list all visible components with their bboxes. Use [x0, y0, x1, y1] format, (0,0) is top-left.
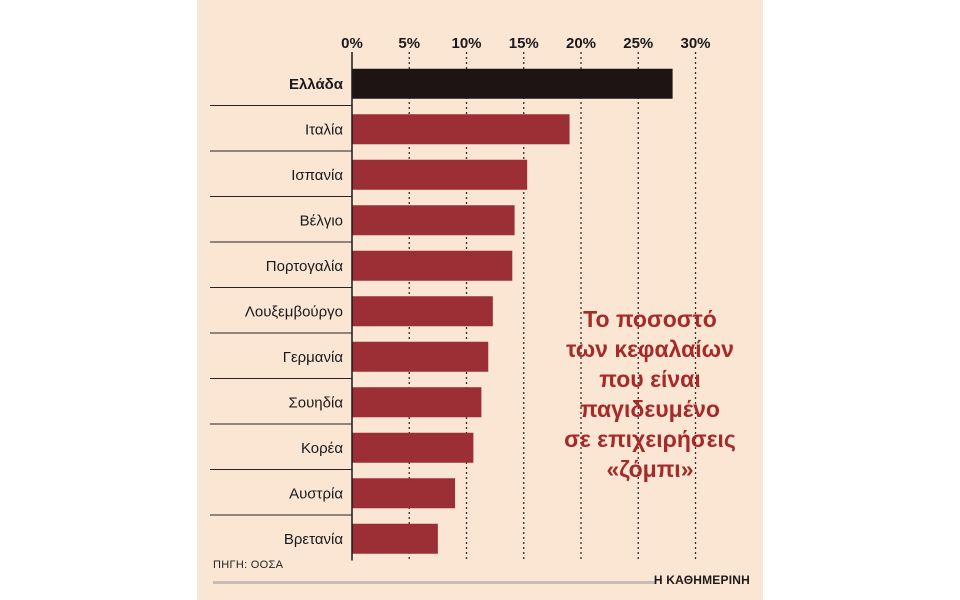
bar	[352, 68, 673, 99]
bar	[352, 478, 456, 509]
category-label: Αυστρία	[289, 485, 343, 502]
category-label: Λουξεμβούργο	[245, 303, 343, 320]
category-label: Γερμανία	[283, 349, 344, 366]
bar	[352, 341, 489, 372]
title-line-1: Το ποσοστό	[583, 306, 717, 332]
x-tick-label: 10%	[451, 35, 481, 52]
x-tick-label: 15%	[509, 35, 539, 52]
category-label: Σουηδία	[288, 394, 343, 411]
bar	[352, 114, 570, 145]
x-tick-label: 30%	[680, 35, 710, 52]
title-line-6: «ζόμπι»	[606, 456, 694, 482]
category-label: Ιταλία	[305, 121, 343, 138]
category-label: Βρετανία	[284, 531, 343, 548]
bar	[352, 387, 482, 418]
category-label: Ισπανία	[291, 167, 343, 184]
category-label: Πορτογαλία	[266, 258, 344, 275]
title-line-4: παγιδευμένο	[580, 396, 720, 422]
title-line-5: σε επιχειρήσεις	[564, 426, 736, 452]
chart-title: Το ποσοστό των κεφαλαίων που είναι παγιδ…	[530, 304, 770, 484]
footer-divider	[213, 581, 655, 584]
bar	[352, 159, 528, 190]
x-tick-label: 5%	[398, 35, 420, 52]
bar	[352, 250, 513, 281]
source-note: ΠΗΓΗ: ΟΟΣΑ	[213, 559, 284, 571]
x-tick-label: 20%	[566, 35, 596, 52]
bar	[352, 523, 438, 554]
x-tick-label: 0%	[341, 35, 363, 52]
title-line-3: που είναι	[599, 366, 701, 392]
title-line-2: των κεφαλαίων	[566, 336, 734, 362]
category-label: Ελλάδα	[289, 76, 344, 93]
category-label: Βέλγιο	[300, 212, 343, 229]
bar	[352, 296, 493, 327]
category-label: Κορέα	[301, 440, 343, 457]
x-tick-label: 25%	[623, 35, 653, 52]
bar	[352, 205, 515, 236]
publisher-logo: Η ΚΑΘΗΜΕΡΙΝΗ	[653, 573, 750, 587]
bar	[352, 432, 474, 463]
